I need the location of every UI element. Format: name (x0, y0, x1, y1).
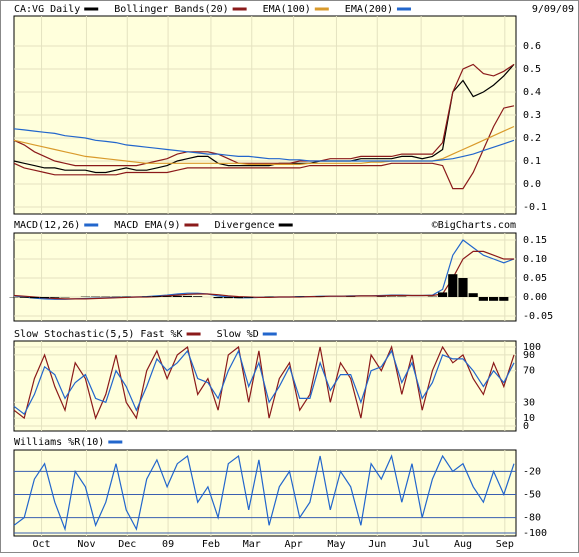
y-tick-label: 0.6 (523, 41, 541, 52)
y-tick-label: -20 (523, 466, 541, 477)
divergence-bar (162, 296, 171, 297)
y-tick-label: 0.15 (523, 235, 547, 246)
panel (14, 450, 516, 536)
date: 9/09/09 (532, 4, 574, 15)
x-tick-label: Apr (285, 539, 303, 550)
divergence-bar (40, 297, 49, 298)
credit: ©BigCharts.com (432, 220, 516, 231)
y-tick-label: -80 (523, 513, 541, 524)
y-tick-label: 0.10 (523, 254, 547, 265)
divergence-bar (448, 274, 457, 297)
y-tick-label: 100 (523, 342, 541, 353)
y-tick-label: 70 (523, 366, 535, 377)
divergence-bar (183, 296, 192, 297)
y-tick-label: 0.00 (523, 292, 547, 303)
legend-label: EMA(200) (345, 4, 393, 15)
x-tick-label: Feb (202, 539, 220, 550)
x-tick-label: Sep (496, 539, 514, 550)
divergence-bar (224, 297, 233, 298)
y-tick-label: 0.4 (523, 87, 541, 98)
x-tick-label: Jun (368, 539, 386, 550)
divergence-bar (469, 293, 478, 297)
y-tick-label: 0.3 (523, 110, 541, 121)
divergence-bar (30, 297, 39, 298)
x-tick-label: 09 (162, 539, 174, 550)
divergence-bar (50, 297, 59, 298)
divergence-bar (213, 297, 222, 298)
x-tick-label: May (327, 539, 345, 550)
divergence-bar (489, 297, 498, 301)
y-tick-label: 0.5 (523, 64, 541, 75)
legend-label: Bollinger Bands(20) (114, 4, 228, 15)
divergence-bar (234, 297, 243, 298)
divergence-bar (499, 297, 508, 301)
divergence-bar (193, 296, 202, 297)
x-tick-label: Nov (77, 539, 95, 550)
legend-label: EMA(100) (263, 4, 311, 15)
legend-label: MACD EMA(9) (114, 220, 180, 231)
y-tick-label: -50 (523, 490, 541, 501)
legend-label: CA:VG Daily (14, 4, 80, 15)
y-tick-label: 0.0 (523, 179, 541, 190)
y-tick-label: -0.05 (523, 311, 553, 322)
x-tick-label: Jul (412, 539, 430, 550)
y-tick-label: 0.05 (523, 273, 547, 284)
divergence-bar (438, 292, 447, 297)
x-tick-label: Aug (454, 539, 472, 550)
legend-label: MACD(12,26) (14, 220, 80, 231)
legend-label: Williams %R(10) (14, 437, 104, 448)
divergence-bar (20, 297, 29, 298)
y-tick-label: 10 (523, 413, 535, 424)
x-tick-label: Dec (118, 539, 136, 550)
y-tick-label: 0.1 (523, 156, 541, 167)
y-tick-label: -0.1 (523, 202, 547, 213)
divergence-bar (244, 297, 253, 298)
y-tick-label: 30 (523, 397, 535, 408)
divergence-bar (458, 278, 467, 297)
y-tick-label: -100 (523, 528, 547, 539)
divergence-bar (152, 296, 161, 297)
legend-label: Slow Stochastic(5,5) Fast %K (14, 329, 183, 340)
legend-label: Slow %D (217, 329, 259, 340)
y-tick-label: 0.2 (523, 133, 541, 144)
divergence-bar (479, 297, 488, 301)
divergence-bar (173, 296, 182, 297)
panel (14, 233, 516, 321)
x-tick-label: Mar (243, 539, 261, 550)
x-tick-label: Oct (33, 539, 51, 550)
legend-label: Divergence (214, 220, 274, 231)
